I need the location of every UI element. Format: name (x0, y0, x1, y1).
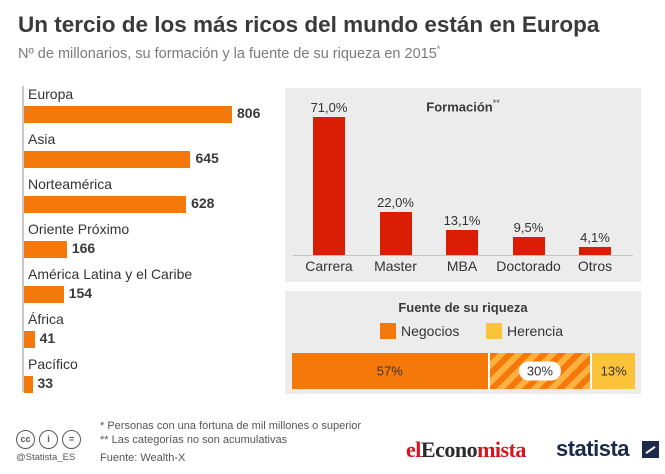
region-row: Oriente Próximo 166 (0, 221, 270, 265)
region-label: América Latina y el Caribe (28, 266, 193, 282)
legend-swatch-negocios (380, 323, 396, 339)
statista-logo[interactable]: statista (556, 436, 630, 461)
region-bar (24, 286, 64, 303)
legend-label-negocios: Negocios (401, 323, 460, 339)
region-row: Norteamérica 628 (0, 176, 270, 220)
region-row: África 41 (0, 311, 270, 355)
statista-handle: @Statista_ES (16, 452, 76, 463)
formacion-bar (579, 247, 611, 255)
legend-label-herencia: Herencia (507, 323, 564, 339)
region-label: África (28, 311, 64, 327)
region-value: 154 (68, 285, 93, 301)
formacion-panel: Formación** 71,0% Carrera 22,0% Master 13,1%… (285, 88, 641, 282)
region-label: Europa (28, 86, 74, 102)
chart-title: Un tercio de los más ricos del mundo est… (18, 12, 600, 37)
region-bar (24, 331, 35, 348)
region-row: América Latina y el Caribe 154 (0, 266, 270, 310)
cc-icon: cc (16, 430, 35, 449)
formacion-bar (313, 117, 345, 255)
region-row: Pacífico 33 (0, 356, 270, 400)
region-bar (24, 151, 191, 168)
formacion-value: 4,1% (580, 230, 610, 246)
formacion-category: MBA (446, 258, 478, 274)
formacion-category: Otros (577, 258, 613, 274)
formacion-title: Formación** (426, 98, 500, 115)
region-row: Asia 645 (0, 131, 270, 175)
formacion-bar (446, 229, 478, 255)
formacion-baseline (293, 255, 633, 256)
formacion-category: Master (374, 258, 417, 274)
formacion-category: Carrera (305, 258, 353, 274)
region-value: 806 (237, 105, 261, 121)
fuente-segment-label: 30% (518, 361, 561, 381)
legend-swatch-herencia (486, 323, 502, 339)
region-label: Pacífico (28, 356, 78, 372)
formacion-bar (379, 212, 412, 255)
regions-bar-chart: Europa 806 Asia 645 Norteamérica 628 Oriente P… (0, 86, 270, 396)
region-value: 628 (191, 195, 215, 211)
region-value: 41 (39, 330, 56, 346)
chart-subtitle: Nº de millonarios, su formación y la fue… (18, 44, 441, 62)
statista-logo-icon (642, 441, 659, 458)
region-row: Europa 806 (0, 86, 270, 130)
region-label: Asia (28, 131, 56, 147)
region-value: 166 (71, 240, 96, 256)
formacion-value: 9,5% (513, 219, 544, 235)
region-label: Oriente Próximo (28, 221, 130, 237)
region-bar (24, 241, 67, 258)
formacion-value: 71,0% (310, 100, 348, 115)
formacion-bar (512, 236, 545, 255)
fuente-segment-label: 57% (376, 363, 403, 379)
region-value: 33 (37, 375, 54, 391)
fuente-stacked-bar: 57% 30% 13% (292, 353, 635, 389)
region-bar (24, 376, 33, 393)
fuente-segment: 57% (292, 353, 488, 389)
no-derivatives-icon: = (62, 430, 81, 449)
region-bar (24, 106, 232, 123)
fuente-title: Fuente de su riqueza (398, 300, 528, 315)
region-value: 645 (195, 150, 219, 166)
formacion-category: Doctorado (496, 258, 561, 274)
formacion-value: 13,1% (443, 212, 481, 228)
fuente-panel: Fuente de su riqueza Negocios Herencia 5… (285, 291, 641, 394)
formacion-value: 22,0% (377, 195, 414, 211)
regions-axis-line (22, 86, 24, 392)
fuente-segment: 13% (590, 353, 635, 389)
fuente-segment: 30% (487, 353, 591, 389)
fuente-segment-label: 13% (600, 363, 627, 379)
footnote-1: * Personas con una fortuna de mil millon… (100, 420, 362, 432)
attribution-icon: i (39, 430, 58, 449)
footnote-2: ** Las categorías no son acumulativas (100, 434, 288, 446)
eleconomista-logo[interactable]: elEconomista (406, 437, 526, 462)
region-bar (24, 196, 187, 213)
region-label: Norteamérica (28, 176, 113, 192)
footnote-source: Fuente: Wealth-X (100, 452, 186, 464)
